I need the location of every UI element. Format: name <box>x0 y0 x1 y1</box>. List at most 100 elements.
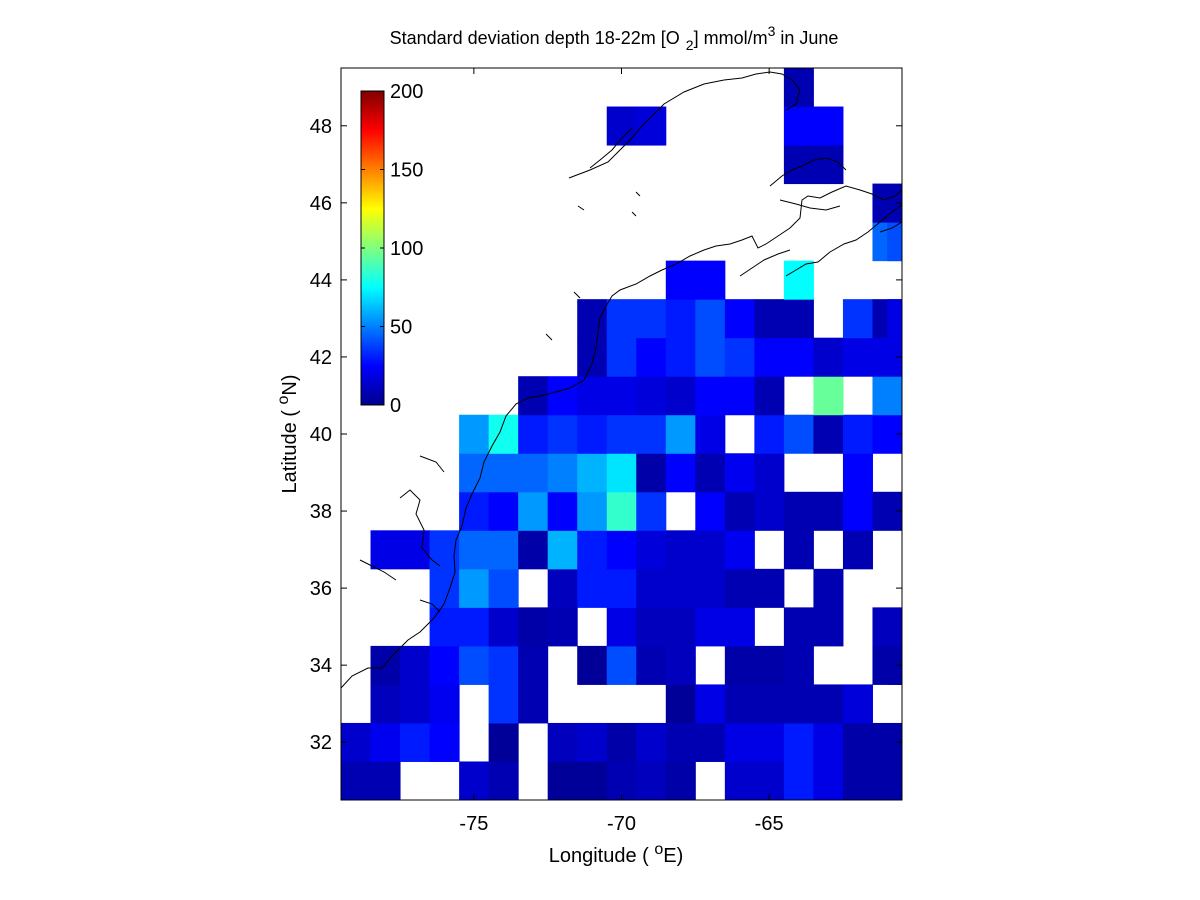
heatmap-cell <box>518 645 549 685</box>
heatmap-cell <box>370 722 401 762</box>
heatmap-cell <box>887 222 903 262</box>
heatmap-cell <box>636 337 667 377</box>
y-tick-label: 38 <box>310 501 332 523</box>
heatmap-cell <box>665 722 696 762</box>
heatmap-cell <box>724 530 755 570</box>
heatmap-cell <box>754 568 785 608</box>
heatmap-cell <box>665 299 696 339</box>
colorbar-tick-label: 150 <box>390 160 423 182</box>
heatmap-cell <box>783 530 814 570</box>
heatmap-cell <box>665 568 696 608</box>
heatmap-cell <box>370 530 401 570</box>
heatmap-cell <box>665 337 696 377</box>
heatmap-cell <box>636 491 667 531</box>
x-tick-label: -70 <box>607 813 636 835</box>
heatmap-cell <box>813 607 844 647</box>
heatmap-cell <box>459 645 490 685</box>
heatmap-cell <box>370 761 401 801</box>
heatmap-cell <box>488 453 519 493</box>
heatmap-cell <box>636 645 667 685</box>
heatmap-cell <box>783 260 814 300</box>
heatmap-cell <box>665 645 696 685</box>
heatmap-cell <box>695 260 726 300</box>
heatmap-cell <box>547 607 578 647</box>
heatmap-cell <box>547 530 578 570</box>
heatmap-cell <box>842 684 873 724</box>
x-axis-label-end: E) <box>663 845 683 867</box>
heatmap-cell <box>754 491 785 531</box>
heatmap-cell <box>429 607 460 647</box>
heatmap-cell <box>636 722 667 762</box>
heatmap-cell <box>547 568 578 608</box>
heatmap-cell <box>842 453 873 493</box>
heatmap-cell <box>577 491 608 531</box>
heatmap-cell <box>488 684 519 724</box>
heatmap-cell <box>724 684 755 724</box>
heatmap-cell <box>606 761 637 801</box>
heatmap-cell <box>842 414 873 454</box>
heatmap-cell <box>783 299 814 339</box>
heatmap-cell <box>488 722 519 762</box>
heatmap-cell <box>724 607 755 647</box>
heatmap-cell <box>754 722 785 762</box>
coastline <box>340 71 903 689</box>
heatmap-cell <box>518 491 549 531</box>
heatmap-cell <box>872 761 903 801</box>
y-tick-label: 32 <box>310 732 332 754</box>
title-suffix: in June <box>775 28 838 48</box>
title-prefix: Standard deviation depth 18-22m [O <box>390 28 680 48</box>
heatmap-cell <box>842 491 873 531</box>
title-mid: ] mmol/m <box>694 28 768 48</box>
heatmap-cell <box>518 684 549 724</box>
heatmap-cell <box>606 491 637 531</box>
heatmap-cell <box>606 453 637 493</box>
y-tick-label: 48 <box>310 116 332 138</box>
heatmap-cell <box>695 607 726 647</box>
heatmap-cells <box>341 68 903 801</box>
heatmap-cell <box>488 491 519 531</box>
heatmap-cell <box>429 684 460 724</box>
heatmap-cell <box>783 722 814 762</box>
heatmap-cell <box>813 568 844 608</box>
heatmap-cell <box>665 530 696 570</box>
heatmap-cell <box>400 684 431 724</box>
heatmap-cell <box>547 376 578 416</box>
y-axis-label-end: N) <box>279 375 301 396</box>
heatmap-cell <box>783 145 814 185</box>
heatmap-cell <box>577 568 608 608</box>
x-axis-label: Longitude ( oE) <box>549 841 684 867</box>
heatmap-cell <box>636 761 667 801</box>
heatmap-cell <box>636 530 667 570</box>
heatmap-cell <box>606 645 637 685</box>
heatmap-cell <box>695 684 726 724</box>
heatmap-cell <box>665 414 696 454</box>
heatmap-cell <box>754 337 785 377</box>
heatmap-cell <box>577 337 608 377</box>
heatmap-cell <box>813 106 844 146</box>
heatmap-cell <box>783 414 814 454</box>
y-tick-label: 36 <box>310 578 332 600</box>
heatmap-cell <box>488 530 519 570</box>
heatmap-cell <box>459 761 490 801</box>
heatmap-cell <box>488 414 519 454</box>
heatmap-cell <box>724 722 755 762</box>
colorbar-ticks: 0 50 100 150 200 <box>361 81 423 417</box>
y-axis-label-text: Latitude ( <box>279 405 301 494</box>
heatmap-cell <box>577 722 608 762</box>
heatmap-cell <box>665 453 696 493</box>
heatmap-cell <box>547 491 578 531</box>
heatmap-cell <box>400 722 431 762</box>
heatmap-cell <box>577 530 608 570</box>
heatmap-cell <box>783 607 814 647</box>
heatmap-cell <box>842 722 873 762</box>
heatmap-cell <box>459 414 490 454</box>
heatmap-cell <box>754 299 785 339</box>
heatmap-cell <box>606 568 637 608</box>
heatmap-cell <box>488 607 519 647</box>
heatmap-cell <box>754 376 785 416</box>
heatmap-cell <box>724 337 755 377</box>
heatmap-cell <box>695 337 726 377</box>
heatmap-cell <box>724 453 755 493</box>
heatmap-cell <box>783 106 814 146</box>
heatmap-cell <box>695 491 726 531</box>
